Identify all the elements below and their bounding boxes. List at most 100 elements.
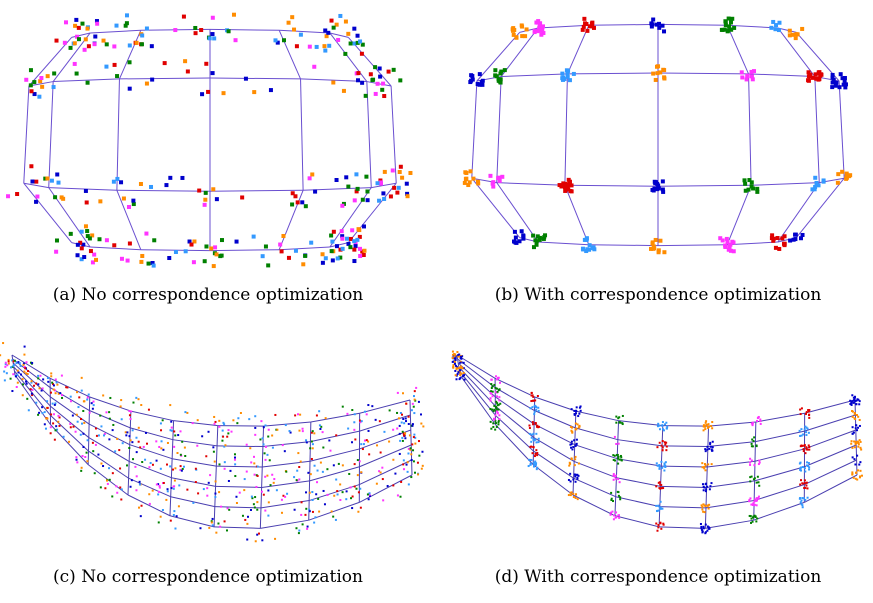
point <box>569 473 571 475</box>
point <box>61 375 63 377</box>
point <box>808 414 810 416</box>
point <box>309 447 311 449</box>
mesh-edge <box>658 245 727 246</box>
point <box>705 490 707 492</box>
point <box>578 413 580 415</box>
point <box>805 431 807 433</box>
point <box>659 481 661 483</box>
point <box>269 459 271 461</box>
point <box>476 180 480 184</box>
point <box>569 463 571 465</box>
point <box>128 60 132 64</box>
point <box>494 418 496 420</box>
point <box>125 21 129 25</box>
point <box>854 463 856 465</box>
point <box>751 518 753 520</box>
point <box>356 34 360 38</box>
point <box>174 434 176 436</box>
point <box>73 24 77 28</box>
point <box>537 407 539 409</box>
point <box>531 234 535 238</box>
point <box>130 486 132 488</box>
mesh-edge <box>533 451 573 478</box>
point <box>463 181 467 185</box>
point <box>414 443 416 445</box>
point <box>235 240 239 244</box>
point <box>128 43 132 47</box>
point <box>709 488 711 490</box>
point <box>65 386 67 388</box>
point <box>320 462 322 464</box>
point <box>308 176 312 180</box>
point <box>755 500 757 502</box>
point <box>709 485 711 487</box>
point <box>807 497 809 499</box>
point <box>657 423 659 425</box>
point <box>309 510 311 512</box>
point <box>24 346 26 348</box>
point <box>805 446 807 448</box>
point <box>406 464 408 466</box>
mesh-edge <box>90 30 141 33</box>
mesh-edge <box>659 527 705 528</box>
point <box>30 388 32 390</box>
point <box>726 240 730 244</box>
point <box>266 454 268 456</box>
point <box>68 441 70 443</box>
mesh-edge <box>496 425 534 465</box>
point <box>199 527 201 529</box>
point <box>662 421 664 423</box>
point <box>166 464 168 466</box>
point <box>193 26 197 30</box>
point <box>773 27 777 31</box>
point <box>497 421 499 423</box>
point <box>534 461 536 463</box>
point <box>769 26 773 30</box>
point <box>186 412 188 414</box>
point <box>852 456 854 458</box>
point <box>534 455 536 457</box>
point <box>655 65 659 69</box>
point <box>209 474 211 476</box>
point <box>266 263 270 267</box>
point <box>369 72 373 76</box>
point <box>347 428 349 430</box>
point <box>756 482 758 484</box>
point <box>536 234 540 238</box>
point <box>560 76 564 80</box>
point <box>807 74 811 78</box>
point <box>493 405 495 407</box>
point <box>799 430 801 432</box>
point <box>808 462 810 464</box>
point <box>264 424 266 426</box>
point <box>657 22 661 26</box>
point <box>156 460 158 462</box>
point <box>794 32 798 36</box>
point <box>401 422 403 424</box>
point <box>708 528 710 530</box>
point <box>294 414 296 416</box>
point <box>254 434 256 436</box>
mesh-edge <box>749 74 815 77</box>
point <box>104 65 108 69</box>
point <box>496 410 498 412</box>
point <box>323 49 327 53</box>
point <box>489 400 491 402</box>
point <box>581 28 585 32</box>
point <box>804 467 806 469</box>
point <box>408 483 410 485</box>
point <box>570 492 572 494</box>
point <box>126 464 128 466</box>
point <box>403 459 405 461</box>
point <box>729 20 733 24</box>
point <box>85 229 89 233</box>
point <box>218 426 220 428</box>
mesh-edge <box>173 421 174 440</box>
mesh-edge <box>815 77 819 183</box>
mesh-edge <box>589 24 658 25</box>
point <box>463 362 465 364</box>
point <box>528 465 530 467</box>
point <box>570 447 572 449</box>
point <box>454 361 456 363</box>
point <box>855 427 857 429</box>
